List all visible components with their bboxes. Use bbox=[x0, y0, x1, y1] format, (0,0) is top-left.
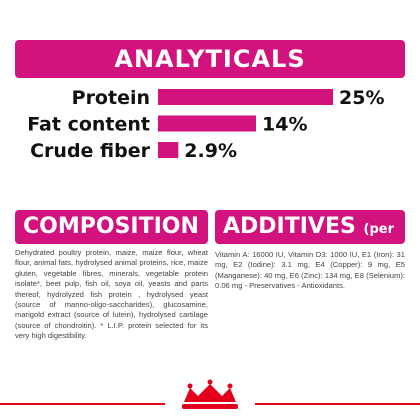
category-label: Protein bbox=[72, 87, 150, 109]
value-label: 2.9% bbox=[184, 140, 237, 162]
logo bbox=[182, 379, 238, 409]
additives-header: ADDITIVES (per kg) bbox=[215, 210, 405, 274]
additives-subtitle: (per kg) bbox=[223, 222, 394, 274]
category-label: Crude fiber bbox=[30, 140, 151, 162]
category-label: Fat content bbox=[27, 114, 150, 136]
additives-title: ADDITIVES bbox=[223, 214, 356, 239]
bar bbox=[158, 89, 333, 105]
composition-title: COMPOSITION bbox=[23, 214, 199, 239]
value-label: 14% bbox=[262, 114, 307, 136]
composition-text: Dehydrated poultry protein, maize, maize… bbox=[15, 248, 208, 341]
value-label: 25% bbox=[339, 87, 384, 109]
composition-header: COMPOSITION bbox=[15, 210, 208, 244]
bar bbox=[158, 142, 179, 158]
bar bbox=[158, 115, 256, 132]
additives-text: Vitamin A: 16000 IU, Vitamin D3: 1000 IU… bbox=[215, 250, 405, 291]
